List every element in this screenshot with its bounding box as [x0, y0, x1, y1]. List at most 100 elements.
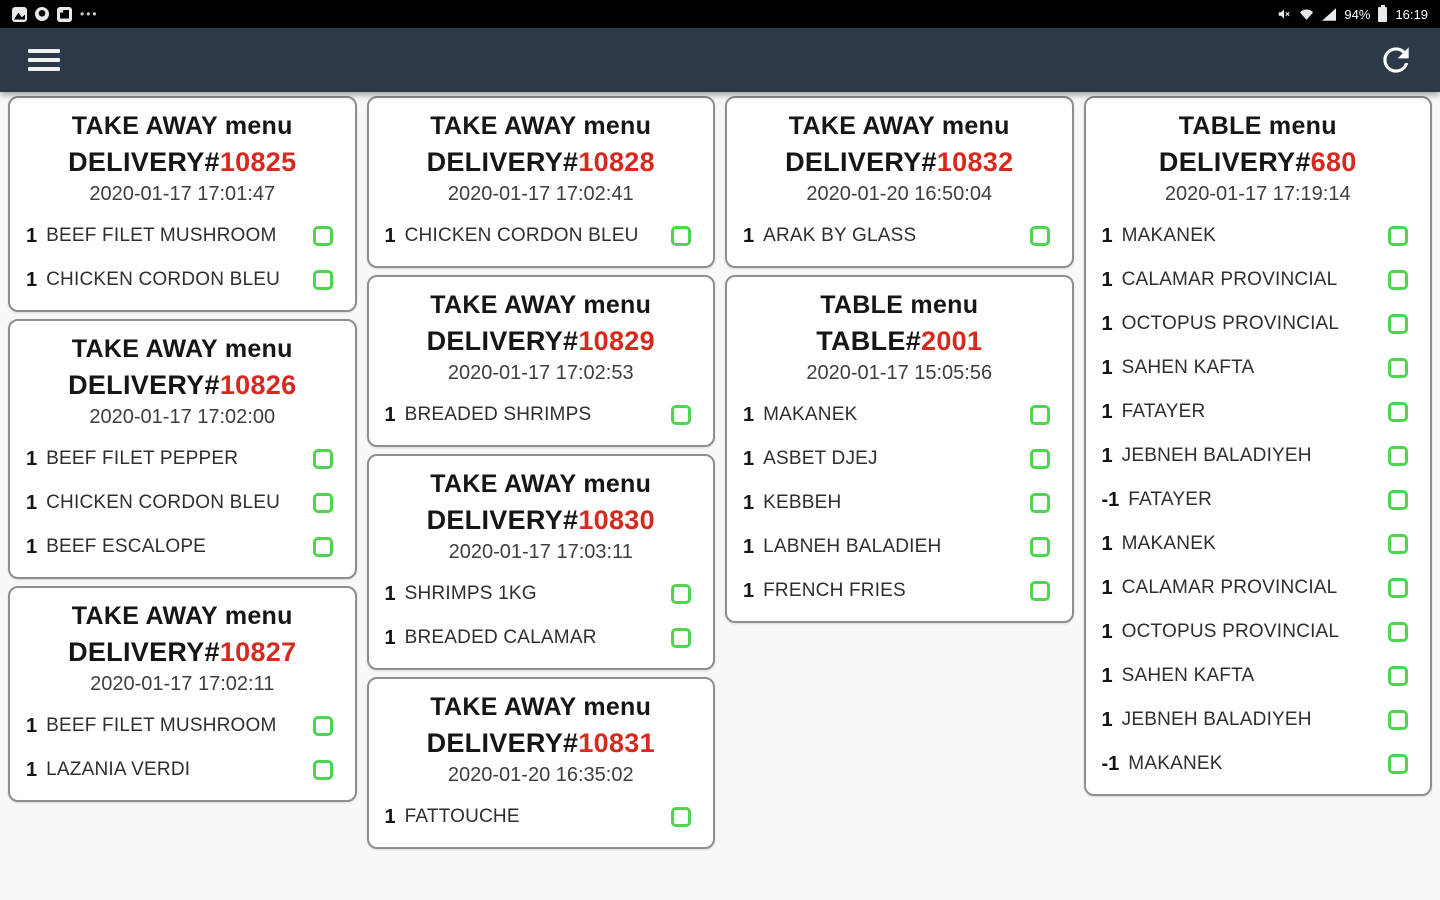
order-column: TABLE menu DELIVERY#680 2020-01-17 17:19:1…	[1083, 96, 1432, 796]
order-number-line: DELIVERY#10825	[20, 144, 345, 180]
order-items: 1 BREADED SHRIMPS	[379, 393, 704, 437]
item-quantity: 1	[26, 714, 38, 737]
order-number-line: DELIVERY#10826	[20, 367, 345, 403]
item-checkbox[interactable]	[312, 537, 333, 557]
item-quantity: 1	[26, 758, 38, 781]
order-item-row: 1 SAHEN KAFTA	[1096, 654, 1421, 698]
order-number: 10825	[219, 147, 297, 177]
order-item-row: 1 BEEF FILET PEPPER	[20, 437, 345, 481]
item-quantity: 1	[1101, 268, 1113, 291]
item-checkbox[interactable]	[312, 760, 333, 780]
order-label: DELIVERY#	[426, 728, 579, 758]
order-card: TAKE AWAY menu DELIVERY#10828 2020-01-17 1…	[366, 96, 715, 268]
item-checkbox[interactable]	[1029, 405, 1050, 425]
item-checkbox[interactable]	[671, 807, 691, 827]
order-item-row: 1 ARAK BY GLASS	[737, 214, 1062, 258]
item-checkbox[interactable]	[1029, 493, 1050, 513]
order-column: TAKE AWAY menu DELIVERY# 10828 2020-01-17 1…	[366, 96, 715, 849]
order-card: TAKE AWAY menu DELIVERY#10827 2020-01-17 1…	[8, 586, 357, 802]
order-item-row: 1 MAKANEK	[1096, 522, 1421, 566]
status-bar-left: •••	[12, 6, 99, 22]
item-checkbox[interactable]	[1029, 537, 1050, 557]
order-item-row: 1 MAKANEK	[1096, 214, 1421, 258]
menu-type-title: TAKE AWAY menu	[430, 470, 652, 498]
order-number: 10830	[578, 505, 655, 535]
order-card: TAKE AWAY menu DELIVERY#10831 2020-01-20 1…	[366, 677, 715, 849]
item-checkbox[interactable]	[671, 628, 691, 648]
item-checkbox[interactable]	[1388, 534, 1408, 554]
item-name: SAHEN KAFTA	[1121, 665, 1255, 686]
order-number-line: DELIVERY#10831	[379, 725, 704, 761]
item-checkbox[interactable]	[312, 493, 333, 513]
menu-type-title: TAKE AWAY menu	[71, 112, 293, 140]
item-checkbox[interactable]	[1388, 270, 1408, 290]
item-checkbox[interactable]	[1388, 358, 1408, 378]
item-checkbox[interactable]	[1029, 449, 1050, 469]
order-item-row: 1 JEBNEH BALADIYEH	[1096, 698, 1421, 742]
item-name: ARAK BY GLASS	[763, 225, 917, 246]
item-quantity: 1	[1101, 312, 1113, 335]
item-checkbox[interactable]	[1388, 226, 1408, 246]
item-quantity: 1	[1101, 400, 1113, 423]
item-checkbox[interactable]	[1029, 226, 1050, 246]
item-checkbox[interactable]	[671, 405, 691, 425]
item-name: CALAMAR PROVINCIAL	[1121, 269, 1338, 290]
item-checkbox[interactable]	[1388, 666, 1408, 686]
item-checkbox[interactable]	[1388, 622, 1408, 642]
item-quantity: 1	[743, 579, 755, 602]
item-quantity: 1	[26, 535, 38, 558]
order-items: 1 ARAK BY GLASS	[737, 214, 1062, 258]
item-quantity: 1	[26, 447, 38, 470]
refresh-button[interactable]	[1376, 40, 1416, 80]
item-checkbox[interactable]	[1388, 314, 1408, 334]
item-checkbox[interactable]	[1388, 446, 1408, 466]
order-item-row: 1 ASBET DJEJ	[737, 437, 1062, 481]
battery-icon	[1378, 4, 1388, 22]
item-quantity: 1	[1101, 620, 1113, 643]
item-quantity: 1	[1101, 224, 1113, 247]
item-quantity: 1	[1101, 576, 1113, 599]
item-name: MAKANEK	[1121, 225, 1216, 246]
item-name: CALAMAR PROVINCIAL	[1121, 577, 1338, 598]
order-timestamp: 2020-01-17 17:02:41	[447, 183, 634, 205]
order-card: TAKE AWAY menu DELIVERY#10830 2020-01-17 1…	[366, 454, 715, 670]
status-bar: ••• 94% 16:19	[0, 0, 1440, 28]
item-name: FATTOUCHE	[404, 806, 520, 827]
item-name: LABNEH BALADIEH	[763, 536, 942, 557]
order-items: 1 CHICKEN CORDON BLEU	[379, 214, 704, 258]
order-card: TABLE menu TABLE#2001 2020-01-17 15:05:56 1…	[725, 275, 1074, 623]
order-number: 10828	[578, 147, 655, 177]
order-number: 10826	[219, 370, 297, 400]
item-checkbox[interactable]	[671, 226, 691, 246]
order-timestamp: 2020-01-17 17:03:11	[448, 541, 633, 563]
item-checkbox[interactable]	[671, 584, 691, 604]
item-checkbox[interactable]	[1029, 581, 1050, 601]
item-quantity: 1	[26, 491, 38, 514]
item-checkbox[interactable]	[1388, 490, 1408, 510]
item-checkbox[interactable]	[1388, 402, 1408, 422]
item-checkbox[interactable]	[1388, 578, 1408, 598]
item-name: MAKANEK	[1121, 533, 1216, 554]
item-checkbox[interactable]	[312, 270, 333, 290]
item-checkbox[interactable]	[312, 226, 333, 246]
order-label: TABLE#	[816, 326, 922, 356]
item-name: LAZANIA VERDI	[46, 759, 191, 780]
item-checkbox[interactable]	[312, 716, 333, 736]
item-checkbox[interactable]	[1388, 754, 1408, 774]
order-number-line: DELIVERY#10829	[379, 323, 704, 359]
order-item-row: 1 CHICKEN CORDON BLEU	[20, 258, 345, 302]
order-items: 1 BEEF FILET MUSHROOM 1 LAZANIA VERDI	[20, 704, 345, 792]
order-label: DELIVERY#	[426, 505, 579, 535]
menu-button[interactable]	[24, 45, 64, 75]
item-name: OCTOPUS PROVINCIAL	[1121, 313, 1340, 334]
order-item-row: 1 SHRIMPS 1KG	[379, 572, 704, 616]
item-quantity: 1	[1101, 356, 1113, 379]
item-checkbox[interactable]	[312, 449, 333, 469]
app-header	[0, 28, 1440, 92]
menu-type-title: TAKE AWAY menu	[430, 291, 652, 319]
item-quantity: 1	[1101, 532, 1113, 555]
order-number: 10831	[578, 728, 655, 758]
hamburger-menu-icon	[28, 49, 60, 53]
item-checkbox[interactable]	[1388, 710, 1408, 730]
order-item-row: -1 MAKANEK	[1096, 742, 1421, 786]
